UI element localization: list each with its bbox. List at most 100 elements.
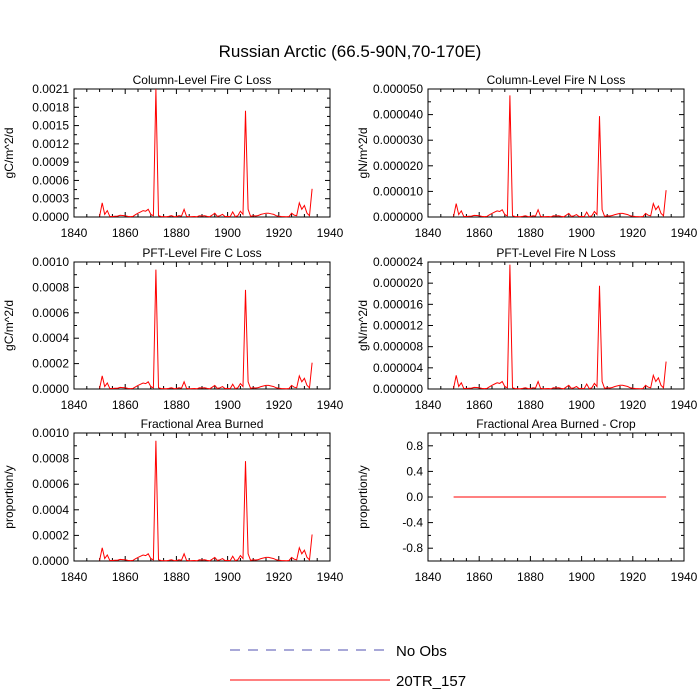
panel-title: Column-Level Fire C Loss (133, 73, 272, 87)
series-line-20tr-157 (453, 95, 667, 218)
y-tick-label: 0.000000 (373, 382, 423, 396)
x-tick-label: 1900 (214, 398, 241, 412)
y-tick-label: 0.0015 (32, 119, 69, 133)
plot-frame (427, 88, 685, 218)
y-axis-label: proportion/y (2, 465, 16, 528)
x-tick-label: 1860 (466, 570, 493, 584)
y-tick-label: 0.000024 (373, 255, 423, 269)
y-tick-label: 0.0008 (32, 452, 69, 466)
x-tick-label: 1920 (619, 398, 646, 412)
y-tick-label: 0.8 (406, 439, 423, 453)
y-axis-label: gN/m^2/d (356, 300, 370, 351)
x-tick-label: 1900 (568, 398, 595, 412)
panel-fractional-area-burned-crop: Fractional Area Burned - Crop proportion/… (356, 417, 698, 584)
x-tick-label: 1920 (619, 226, 646, 240)
x-tick-label: 1860 (112, 398, 139, 412)
legend: No Obs 20TR_157 (230, 643, 466, 690)
y-tick-label: 0.000010 (373, 184, 423, 198)
y-tick-label: 0.0006 (32, 306, 69, 320)
plot-frame (73, 88, 331, 218)
x-tick-label: 1920 (265, 570, 292, 584)
y-tick-label: 0.000008 (373, 340, 423, 354)
y-tick-label: 0.0012 (32, 137, 69, 151)
x-tick-label: 1840 (61, 226, 88, 240)
y-tick-label: 0.0 (406, 490, 423, 504)
series-line-20tr-157 (99, 440, 313, 562)
x-tick-label: 1840 (415, 570, 442, 584)
panel-title: Fractional Area Burned - Crop (476, 417, 636, 431)
series-line-20tr-157 (453, 264, 667, 390)
y-tick-label: 0.0018 (32, 100, 69, 114)
plot-frame (73, 261, 331, 390)
y-tick-label: 0.000050 (373, 82, 423, 96)
x-tick-label: 1860 (466, 226, 493, 240)
y-tick-label: 0.0000 (32, 554, 69, 568)
y-tick-label: -0.8 (402, 541, 423, 555)
y-tick-label: 0.0010 (32, 426, 69, 440)
figure-title: Russian Arctic (66.5-90N,70-170E) (219, 42, 482, 61)
y-tick-label: 0.0010 (32, 255, 69, 269)
x-tick-label: 1900 (568, 570, 595, 584)
panel-fractional-area-burned: Fractional Area Burned proportion/y 1840 18… (2, 417, 344, 584)
panel-title: Fractional Area Burned (141, 417, 264, 431)
x-tick-label: 1880 (163, 226, 190, 240)
y-tick-label: 0.000020 (373, 276, 423, 290)
x-tick-label: 1880 (517, 226, 544, 240)
panel-column-c-loss: Column-Level Fire C Loss gC/m^2/d 1840 1860… (2, 73, 344, 240)
x-tick-label: 1840 (415, 398, 442, 412)
y-tick-label: 0.0003 (32, 192, 69, 206)
y-tick-label: 0.0000 (32, 382, 69, 396)
x-tick-label: 1840 (61, 570, 88, 584)
x-tick-label: 1880 (517, 398, 544, 412)
y-tick-label: 0.000000 (373, 210, 423, 224)
x-tick-label: 1940 (671, 226, 698, 240)
y-tick-label: 0.0002 (32, 357, 69, 371)
y-tick-label: 0.000012 (373, 319, 423, 333)
panel-title: PFT-Level Fire C Loss (142, 246, 261, 260)
panel-pft-c-loss: PFT-Level Fire C Loss gC/m^2/d 1840 1860 188… (2, 246, 344, 412)
panel-column-n-loss: Column-Level Fire N Loss gN/m^2/d 1840 1860… (356, 73, 698, 240)
x-tick-label: 1860 (466, 398, 493, 412)
x-tick-label: 1940 (671, 570, 698, 584)
y-tick-label: 0.4 (406, 464, 423, 478)
x-tick-label: 1940 (317, 570, 344, 584)
x-tick-label: 1840 (415, 226, 442, 240)
y-tick-label: 0.000040 (373, 108, 423, 122)
y-tick-label: 0.000004 (373, 361, 423, 375)
y-tick-label: 0.000016 (373, 297, 423, 311)
y-tick-label: 0.0009 (32, 155, 69, 169)
x-tick-label: 1860 (112, 570, 139, 584)
y-tick-label: 0.0002 (32, 528, 69, 542)
y-axis-label: gC/m^2/d (2, 128, 16, 179)
y-tick-label: 0.0008 (32, 280, 69, 294)
plot-frame (427, 261, 685, 390)
y-axis-label: gC/m^2/d (2, 300, 16, 351)
legend-no-obs-label: No Obs (396, 643, 447, 660)
x-tick-label: 1920 (265, 398, 292, 412)
series-line-20tr-157 (99, 269, 313, 390)
y-tick-label: 0.0004 (32, 503, 69, 517)
panel-title: Column-Level Fire N Loss (487, 73, 626, 87)
x-tick-label: 1880 (517, 570, 544, 584)
x-tick-label: 1880 (163, 398, 190, 412)
legend-20tr-157-label: 20TR_157 (396, 673, 466, 690)
x-tick-label: 1840 (61, 398, 88, 412)
plot-frame (73, 432, 331, 562)
y-tick-label: 0.000030 (373, 133, 423, 147)
x-tick-label: 1940 (671, 398, 698, 412)
y-tick-label: 0.0021 (32, 82, 69, 96)
y-tick-label: 0.0006 (32, 477, 69, 491)
panel-title: PFT-Level Fire N Loss (496, 246, 615, 260)
x-tick-label: 1900 (214, 226, 241, 240)
series-line-20tr-157 (99, 88, 313, 218)
x-tick-label: 1900 (214, 570, 241, 584)
y-axis-label: proportion/y (356, 465, 370, 528)
x-tick-label: 1880 (163, 570, 190, 584)
x-tick-label: 1940 (317, 398, 344, 412)
y-tick-label: 0.0004 (32, 331, 69, 345)
y-tick-label: 0.0000 (32, 210, 69, 224)
panel-pft-n-loss: PFT-Level Fire N Loss gN/m^2/d 1840 1860 188… (356, 246, 698, 412)
x-tick-label: 1900 (568, 226, 595, 240)
x-tick-label: 1920 (265, 226, 292, 240)
